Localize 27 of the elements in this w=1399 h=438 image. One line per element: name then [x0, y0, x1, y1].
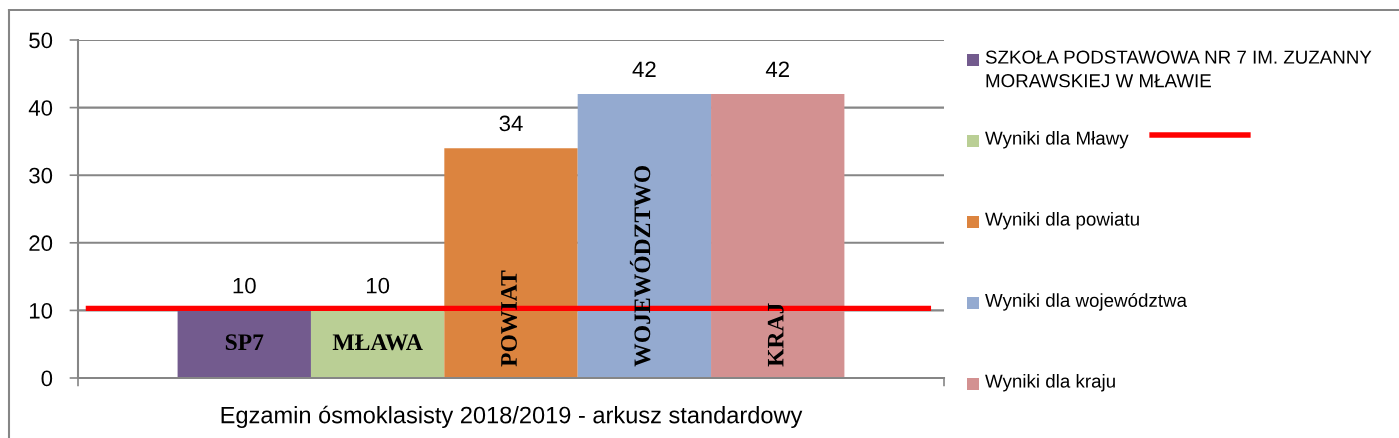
legend-label: SZKOŁA PODSTAWOWA NR 7 IM. ZUZANNY MORAWSKIEJ W MŁAWIE [985, 50, 1372, 88]
data-label: 34 [499, 115, 523, 132]
bar [444, 148, 578, 378]
y-tick-label: 50 [29, 32, 53, 49]
data-label: 10 [366, 277, 390, 294]
annotation: POWIAT [501, 270, 518, 367]
annotation: MŁAWA [332, 334, 423, 351]
data-label: 42 [765, 61, 789, 77]
y-tick-label: 20 [29, 235, 53, 252]
legend-label: Wyniki dla województwa [985, 293, 1187, 311]
y-tick-label: 0 [41, 370, 53, 387]
legend-label: Wyniki dla kraju [985, 374, 1115, 392]
y-tick-label: 10 [29, 302, 53, 319]
legend-label: Wyniki dla Mławy [985, 131, 1129, 149]
bar [177, 310, 311, 378]
legend-label: Wyniki dla powiatu [985, 212, 1139, 230]
bar [711, 94, 845, 378]
bar [310, 310, 445, 378]
bar [577, 94, 712, 378]
y-tick-label: 30 [29, 167, 53, 184]
data-label: 10 [233, 277, 256, 294]
y-tick-label: 40 [28, 100, 53, 116]
annotation: KRAJ [767, 303, 784, 367]
annotation: WOJEWÓDZTWO [629, 166, 651, 367]
data-label: 42 [632, 61, 656, 77]
x-tick-label: Egzamin ósmoklasisty 2018/2019 - arkusz standardowy [221, 405, 803, 429]
annotation: SP7 [225, 334, 264, 351]
